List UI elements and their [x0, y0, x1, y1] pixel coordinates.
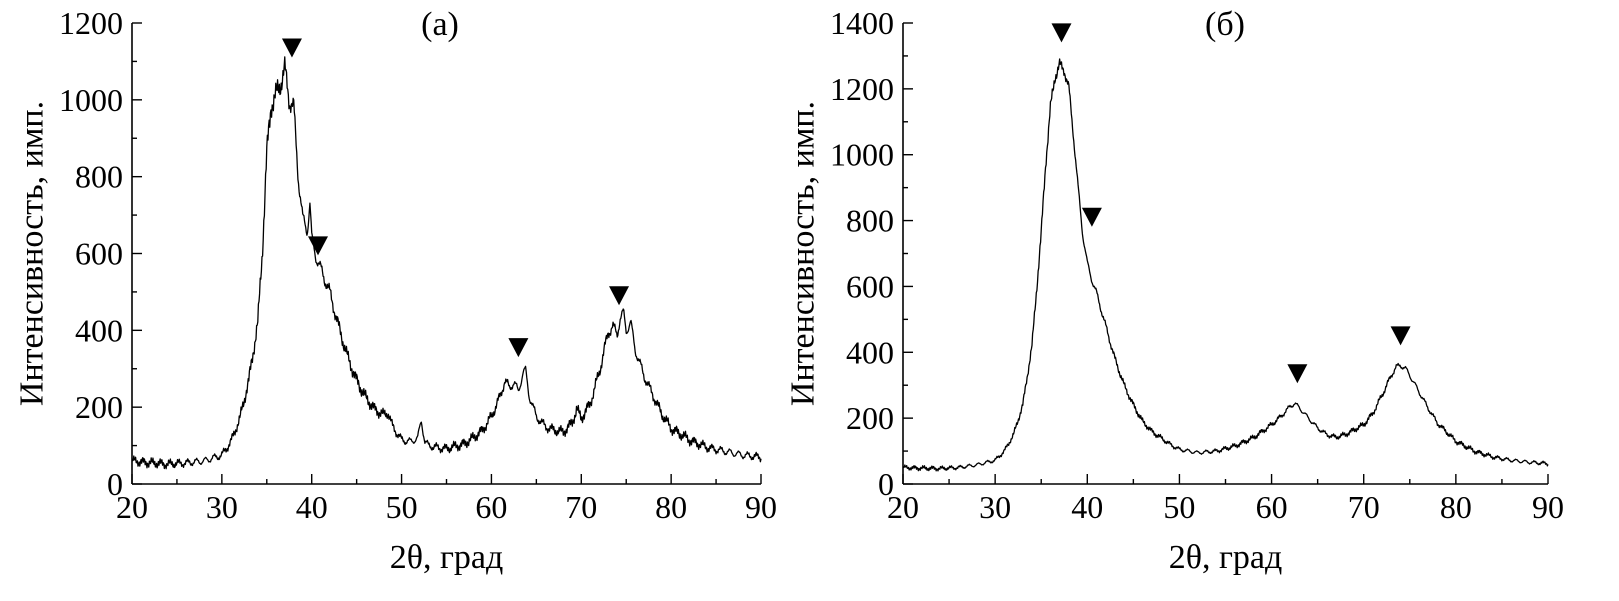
peak-marker-icon — [1081, 207, 1102, 227]
x-tick-label: 70 — [1348, 489, 1380, 525]
x-tick-label: 50 — [386, 489, 418, 525]
x-tick-label: 50 — [1163, 489, 1195, 525]
peak-marker-icon — [1051, 23, 1072, 43]
x-tick-label: 80 — [655, 489, 687, 525]
diffraction-curve — [902, 58, 1549, 472]
x-tick-label: 70 — [565, 489, 597, 525]
y-tick-label: 800 — [846, 203, 894, 239]
peak-marker-icon — [308, 236, 329, 256]
y-axis-title: Интенсивность, имп. — [785, 101, 822, 406]
y-tick-label: 200 — [846, 400, 894, 436]
y-tick-label: 600 — [75, 236, 123, 272]
x-tick-label: 60 — [475, 489, 507, 525]
chart-panel-b: 20 30 40 50 60 70 80 90 0 200 400 600 800 1000 1200 140… — [785, 5, 1565, 576]
y-tick-label: 1400 — [830, 5, 894, 41]
x-tick-label: 90 — [745, 489, 777, 525]
peak-marker-icon — [1287, 364, 1308, 384]
y-tick-label: 0 — [878, 466, 894, 502]
peak-marker-icon — [609, 286, 630, 306]
y-tick-label: 0 — [107, 466, 123, 502]
x-tick-label: 40 — [296, 489, 328, 525]
y-tick-label: 400 — [75, 312, 123, 348]
x-tick-label: 80 — [1440, 489, 1472, 525]
peak-marker-icon — [508, 338, 529, 358]
x-tick-label: 90 — [1532, 489, 1564, 525]
y-tick-label: 1000 — [830, 137, 894, 173]
peak-marker-icon — [1390, 326, 1411, 346]
y-tick-label: 1000 — [59, 82, 123, 118]
diffraction-curve — [131, 56, 762, 470]
x-tick-label: 20 — [116, 489, 148, 525]
panel-label: (а) — [421, 6, 459, 43]
y-tick-label: 200 — [75, 389, 123, 425]
y-axis-title: Интенсивность, имп. — [14, 101, 51, 406]
x-tick-label: 30 — [979, 489, 1011, 525]
y-tick-label: 600 — [846, 268, 894, 304]
x-axis-title: 2θ, град — [1169, 539, 1283, 576]
x-axis-title: 2θ, град — [390, 539, 504, 576]
panel-label: (б) — [1205, 6, 1245, 43]
x-tick-label: 30 — [206, 489, 238, 525]
y-tick-label: 1200 — [59, 5, 123, 41]
x-tick-label: 20 — [887, 489, 919, 525]
y-tick-label: 800 — [75, 159, 123, 195]
peak-marker-icon — [281, 38, 302, 58]
x-tick-label: 60 — [1256, 489, 1288, 525]
y-tick-label: 400 — [846, 334, 894, 370]
x-tick-label: 40 — [1071, 489, 1103, 525]
chart-panel-a: 20 30 40 50 60 70 80 90 0 200 400 600 800 1000 1200 2θ,… — [14, 5, 778, 576]
y-tick-label: 1200 — [830, 71, 894, 107]
